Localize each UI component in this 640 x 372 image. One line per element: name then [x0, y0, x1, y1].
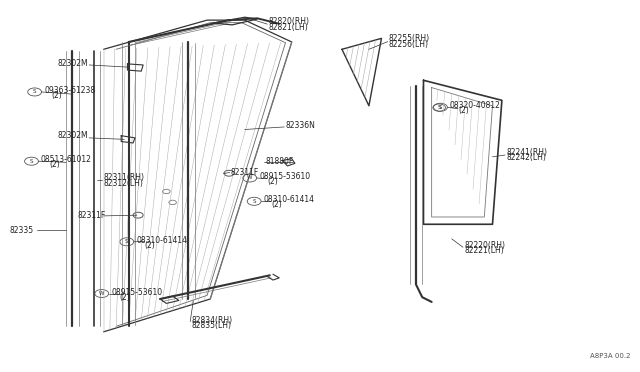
Text: S: S — [437, 105, 441, 110]
Text: (2): (2) — [119, 293, 130, 302]
Text: 82302M: 82302M — [58, 131, 88, 140]
Text: 08320-40812: 08320-40812 — [450, 100, 500, 110]
Text: S: S — [252, 199, 256, 204]
Text: 08310-61414: 08310-61414 — [264, 195, 314, 204]
Text: W: W — [99, 291, 104, 296]
Text: 82335: 82335 — [10, 226, 34, 235]
Text: 81880F: 81880F — [266, 157, 294, 166]
Text: 82242(LH): 82242(LH) — [506, 153, 546, 162]
Text: S: S — [438, 105, 442, 110]
Text: 82302M: 82302M — [58, 60, 88, 68]
Text: 82835(LH): 82835(LH) — [191, 321, 232, 330]
Text: 08310-61414: 08310-61414 — [136, 236, 188, 245]
Text: 82256(LH): 82256(LH) — [389, 41, 429, 49]
Text: (2): (2) — [52, 91, 62, 100]
Text: 08513-61012: 08513-61012 — [41, 155, 92, 164]
Text: 82312(LH): 82312(LH) — [104, 179, 143, 187]
Text: S: S — [33, 89, 36, 94]
Text: 82311(RH): 82311(RH) — [104, 173, 145, 183]
Text: 82311F: 82311F — [77, 211, 106, 220]
Text: 82241(RH): 82241(RH) — [506, 148, 547, 157]
Text: 82821(LH): 82821(LH) — [269, 23, 308, 32]
Text: 82820(RH): 82820(RH) — [269, 17, 310, 26]
Text: (2): (2) — [272, 201, 282, 209]
Text: S: S — [125, 239, 129, 244]
Text: 82336N: 82336N — [285, 121, 316, 130]
Text: 82834(RH): 82834(RH) — [191, 317, 232, 326]
Text: 08915-53610: 08915-53610 — [111, 288, 163, 296]
Text: 82221(LH): 82221(LH) — [464, 246, 504, 255]
Text: W: W — [247, 176, 253, 180]
Text: 82255(RH): 82255(RH) — [389, 34, 430, 43]
Text: 09363-61238: 09363-61238 — [44, 86, 95, 95]
Text: 82220(RH): 82220(RH) — [464, 241, 505, 250]
Text: 08915-53610: 08915-53610 — [259, 172, 310, 181]
Text: (2): (2) — [268, 177, 278, 186]
Text: (2): (2) — [145, 241, 155, 250]
Text: S: S — [29, 159, 33, 164]
Text: 82311F: 82311F — [231, 168, 259, 177]
Text: (2): (2) — [49, 160, 60, 169]
Text: (2): (2) — [458, 106, 468, 115]
Text: A8P3A 00.2: A8P3A 00.2 — [590, 353, 630, 359]
